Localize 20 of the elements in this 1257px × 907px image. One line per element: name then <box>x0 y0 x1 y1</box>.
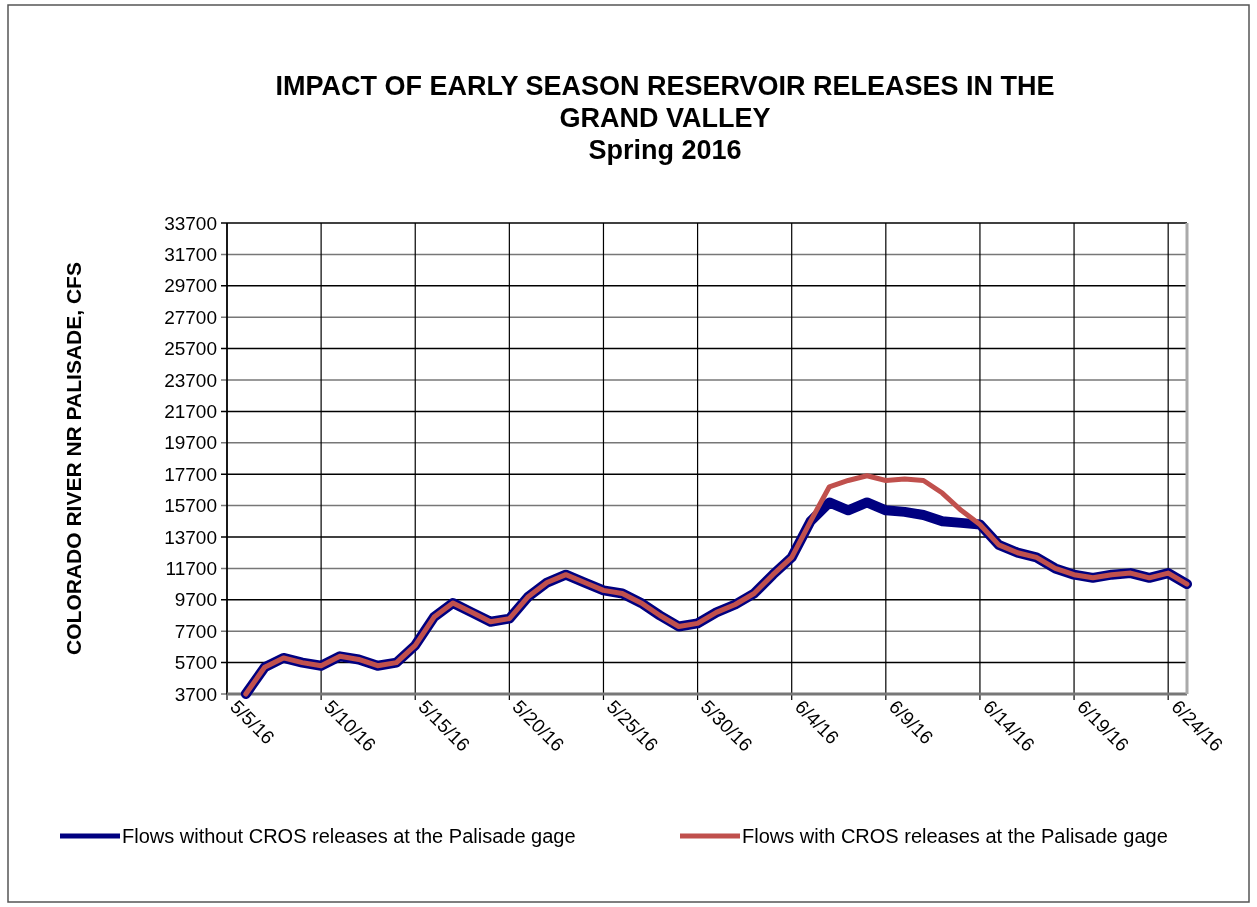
y-tick-label: 5700 <box>174 652 217 674</box>
legend-label: Flows with CROS releases at the Palisade gage <box>742 825 1168 847</box>
y-tick-label: 31700 <box>164 244 217 266</box>
y-tick-label: 23700 <box>164 369 217 391</box>
y-tick-label: 11700 <box>165 558 217 580</box>
y-tick-label: 25700 <box>164 338 217 360</box>
legend-label: Flows without CROS releases at the Palisade gage <box>122 825 576 847</box>
y-tick-label: 21700 <box>164 401 217 423</box>
y-tick-label: 3700 <box>174 683 217 705</box>
y-tick-label: 7700 <box>174 620 217 642</box>
y-tick-label: 29700 <box>164 275 217 297</box>
y-tick-label: 27700 <box>164 306 217 328</box>
chart-title: IMPACT OF EARLY SEASON RESERVOIR RELEASES IN THE GRAND VALLEY Spring 2016 <box>275 71 1055 165</box>
y-tick-label: 19700 <box>164 432 217 454</box>
y-tick-label: 13700 <box>164 526 217 548</box>
y-tick-label: 15700 <box>164 495 217 517</box>
y-tick-label: 33700 <box>164 212 217 234</box>
y-tick-label: 9700 <box>174 589 217 611</box>
y-axis-title: COLORADO RIVER NR PALISADE, CFS <box>62 262 85 655</box>
y-tick-label: 17700 <box>164 463 217 485</box>
